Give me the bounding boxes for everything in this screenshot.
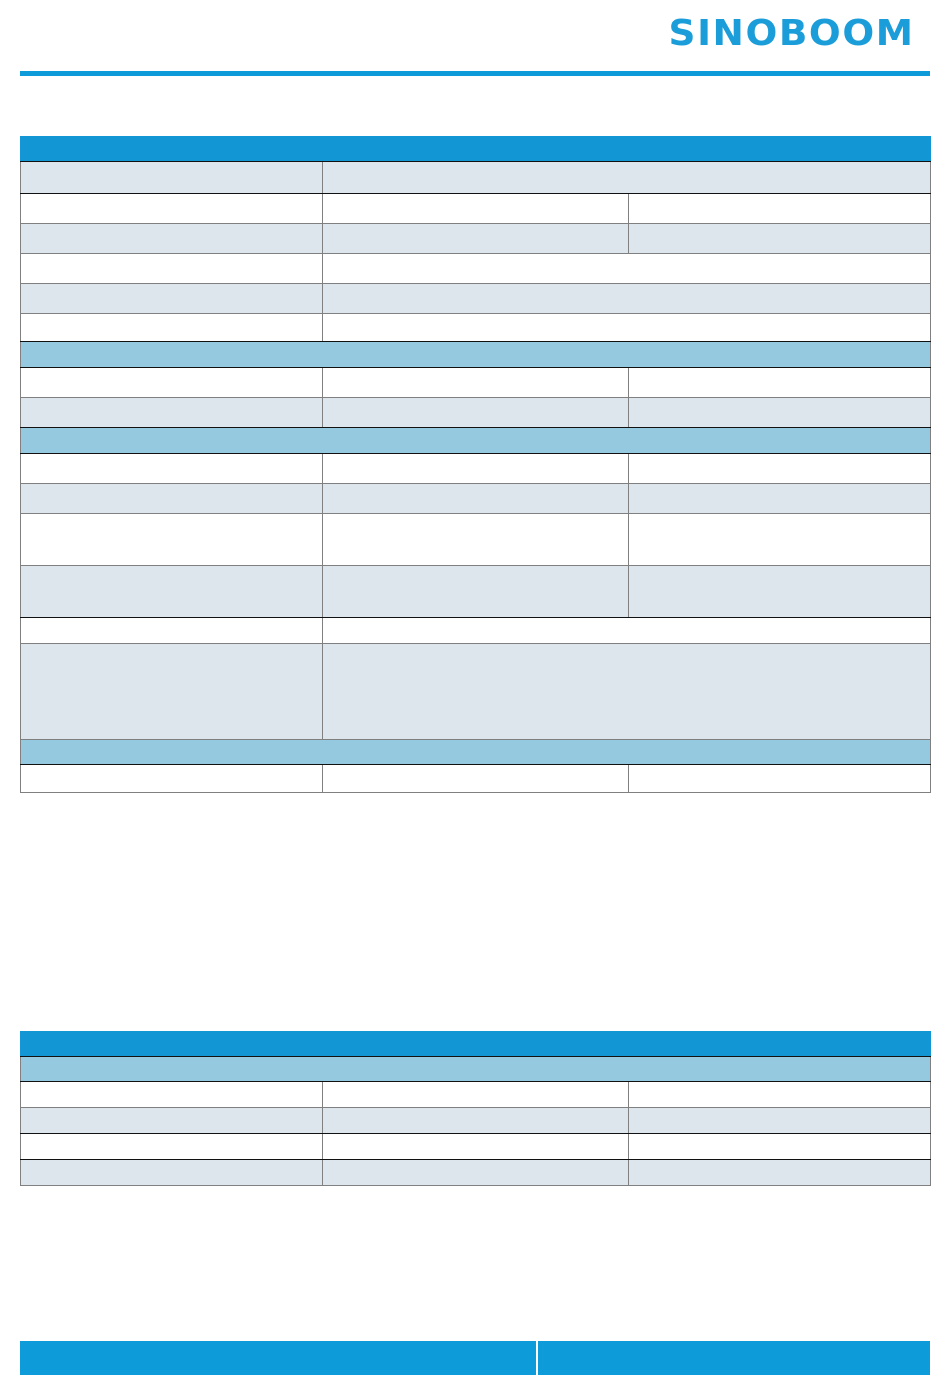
table-row [20,1159,931,1186]
table-row [20,283,931,314]
table-row [20,427,931,454]
table-cell [322,1081,629,1108]
table-row [20,313,931,342]
table-row [20,1031,931,1057]
table-cell [20,1031,323,1057]
table-row [20,397,931,428]
page-header: SINOBOOM [0,0,950,80]
table-cell [322,453,629,484]
table-row [20,1056,931,1082]
table-row [20,483,931,514]
table-cell [322,483,629,514]
table-cell [20,453,323,484]
table-cell [20,617,323,644]
table-row [20,617,931,644]
footer-cell-left [20,1341,538,1375]
table-row [20,136,931,162]
table-cell [322,136,629,162]
table-cell [628,397,931,428]
table-cell [20,483,323,514]
header-divider-rule [20,71,930,76]
table-cell [628,764,931,793]
table-cell [628,223,931,254]
table-cell [20,161,323,194]
table-row [20,565,931,618]
table-cell [322,1133,629,1160]
table-cell [322,161,931,194]
table-cell [20,367,323,398]
table-cell [20,193,323,224]
table-cell [628,483,931,514]
table-cell [20,283,323,314]
sinoboom-logo: SINOBOOM [669,13,915,54]
table-cell [20,341,931,368]
table-row [20,1107,931,1134]
table-cell [20,1056,931,1082]
table-cell [322,223,629,254]
table-cell [20,739,931,765]
table-cell [322,253,931,284]
table-cell [20,513,323,566]
table-cell [322,617,931,644]
table-cell [628,136,931,162]
table-cell [322,397,629,428]
table-row [20,453,931,484]
table-cell [20,1133,323,1160]
table-cell [628,367,931,398]
table-cell [628,1159,931,1186]
table-cell [322,283,931,314]
table-cell [628,1107,931,1134]
table-cell [322,313,931,342]
table-row [20,513,931,566]
table-cell [322,764,629,793]
table-cell [628,565,931,618]
table-cell [20,313,323,342]
table-row [20,764,931,793]
table-cell [628,1081,931,1108]
table-cell [322,565,629,618]
options-table-body [20,1031,931,1186]
page-footer [20,1341,930,1375]
table-cell [322,193,629,224]
footer-cell-right [538,1341,930,1375]
table-cell [628,193,931,224]
table-cell [322,1159,629,1186]
table-cell [20,1081,323,1108]
table-row [20,739,931,765]
options-table [20,1031,931,1186]
table-cell [20,397,323,428]
table-cell [628,1031,931,1057]
specifications-table-body [20,136,931,793]
table-row [20,253,931,284]
table-row [20,341,931,368]
table-cell [322,1107,629,1134]
table-row [20,161,931,194]
table-cell [322,367,629,398]
table-row [20,367,931,398]
table-cell [20,643,323,740]
table-cell [20,223,323,254]
table-cell [628,453,931,484]
table-cell [20,136,323,162]
table-cell [20,1159,323,1186]
specifications-table [20,136,931,793]
table-cell [322,1031,629,1057]
table-cell [322,643,931,740]
table-cell [322,513,629,566]
table-cell [20,253,323,284]
table-cell [20,565,323,618]
table-row [20,643,931,740]
table-cell [20,427,931,454]
table-row [20,223,931,254]
table-row [20,1081,931,1108]
table-cell [20,1107,323,1134]
table-cell [628,513,931,566]
table-cell [628,1133,931,1160]
table-row [20,1133,931,1160]
table-row [20,193,931,224]
table-cell [20,764,323,793]
